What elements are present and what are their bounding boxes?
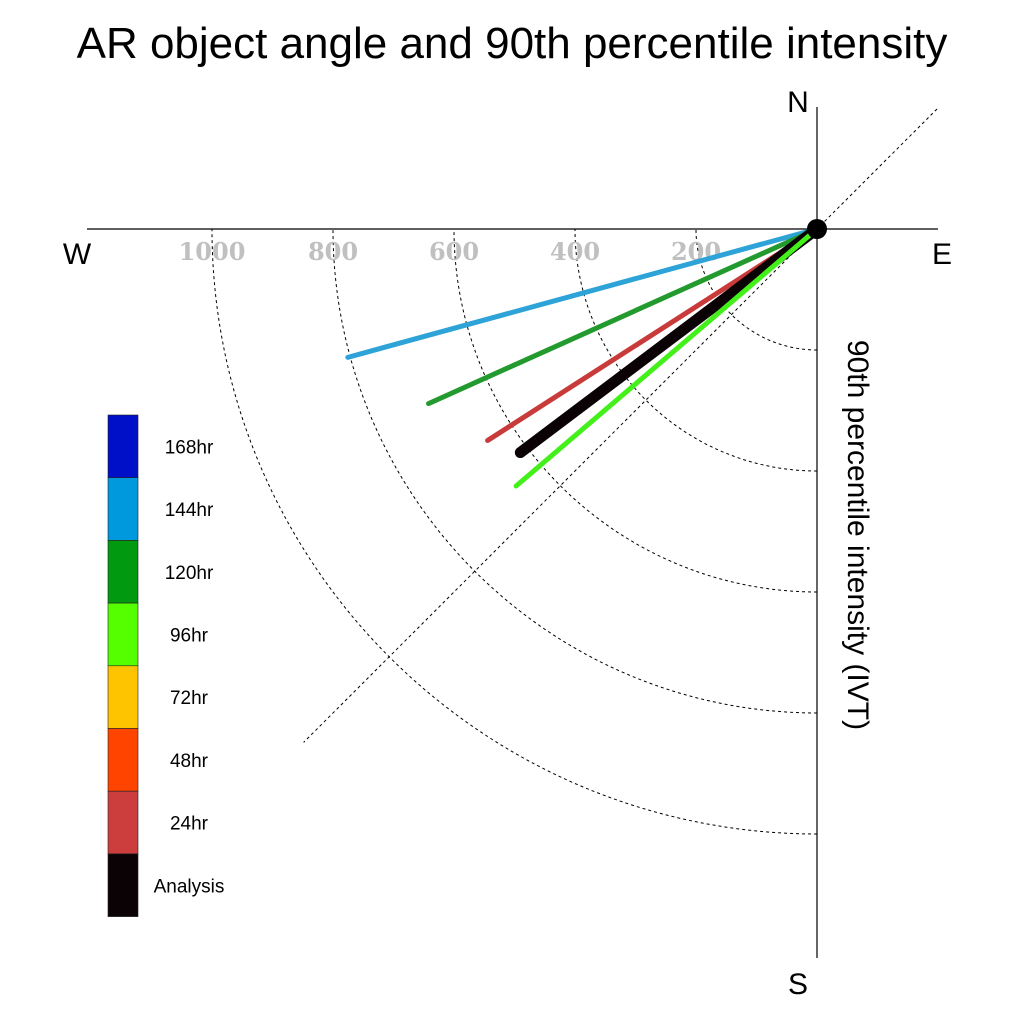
- radial-grid-arc-3: [332, 228, 818, 714]
- legend-label-120hr: 120hr: [165, 563, 214, 584]
- compass-axes: N S E W: [63, 86, 952, 1001]
- compass-east-label: E: [932, 238, 952, 271]
- legend-swatch-96hr: [107, 602, 139, 667]
- legend-label-168hr: 168hr: [165, 437, 214, 458]
- compass-south-label: S: [788, 968, 808, 1001]
- legend-label-96hr: 96hr: [170, 625, 209, 646]
- chart-title: AR object angle and 90th percentile inte…: [77, 19, 948, 68]
- polar-grid: [211, 108, 938, 835]
- color-legend: 168hr 144hr 120hr 96hr 72hr 48hr 24hr Analysis: [107, 414, 225, 917]
- legend-label-144hr: 144hr: [165, 500, 214, 521]
- legend-swatch-168hr: [107, 414, 139, 479]
- compass-north-label: N: [787, 86, 809, 119]
- compass-west-label: W: [63, 238, 92, 271]
- origin-marker: [807, 219, 827, 239]
- y-axis-label: 90th percentile intensity (IVT): [841, 340, 874, 730]
- radial-tick-label-1: 400: [550, 237, 600, 266]
- legend-label-24hr: 24hr: [170, 814, 209, 835]
- series-vector-96hr: [513, 226, 820, 489]
- radial-tick-label-4: 1000: [179, 237, 246, 266]
- legend-swatch-120hr: [107, 540, 139, 604]
- diagonal-guide: [303, 108, 938, 743]
- radial-grid-arc-2: [453, 228, 818, 593]
- legend-label-analysis: Analysis: [154, 876, 225, 897]
- legend-swatch-48hr: [107, 728, 139, 792]
- series-vectors: [345, 223, 823, 489]
- radial-tick-label-2: 600: [429, 237, 479, 266]
- radial-tick-label-3: 800: [308, 237, 358, 266]
- radial-grid-arc-1: [574, 228, 818, 472]
- series-vector-120hr: [426, 226, 820, 407]
- legend-label-72hr: 72hr: [170, 688, 209, 709]
- legend-swatch-24hr: [107, 790, 139, 855]
- legend-swatch-analysis: [107, 853, 139, 917]
- legend-label-48hr: 48hr: [170, 751, 209, 772]
- legend-swatch-72hr: [107, 665, 139, 729]
- series-vector-analysis: [514, 223, 823, 459]
- legend-swatch-144hr: [107, 477, 139, 541]
- radial-grid-arc-0: [695, 228, 818, 351]
- series-vector-144hr: [345, 226, 820, 360]
